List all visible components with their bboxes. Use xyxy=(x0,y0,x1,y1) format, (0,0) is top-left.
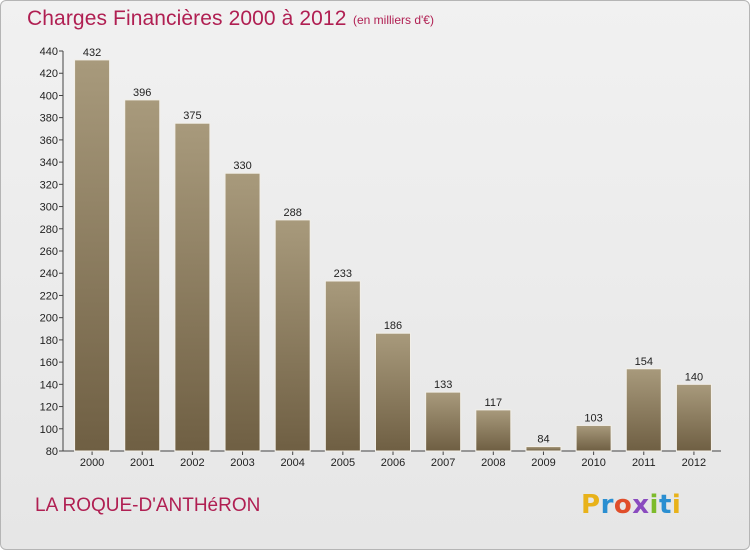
y-tick-label: 240 xyxy=(40,268,58,280)
bar xyxy=(525,446,562,452)
bar-value-label: 330 xyxy=(233,160,251,172)
y-tick-label: 260 xyxy=(40,246,58,258)
y-tick-label: 120 xyxy=(40,402,58,414)
x-tick-label: 2001 xyxy=(130,457,154,469)
y-tick-label: 100 xyxy=(40,424,58,436)
bar xyxy=(224,172,261,452)
y-tick-label: 180 xyxy=(40,335,58,347)
chart-title: Charges Financières 2000 à 2012 xyxy=(27,7,347,30)
y-tick-label: 440 xyxy=(40,46,58,58)
commune-name: LA ROQUE-D'ANTHéRON xyxy=(35,495,261,516)
x-tick-label: 2008 xyxy=(481,457,505,469)
logo-letter: i xyxy=(649,490,659,520)
logo-letter: x xyxy=(632,490,650,520)
y-tick-label: 300 xyxy=(40,202,58,214)
x-tick-label: 2003 xyxy=(230,457,254,469)
x-tick-label: 2004 xyxy=(280,457,304,469)
y-tick-label: 280 xyxy=(40,224,58,236)
bar-value-label: 186 xyxy=(384,320,402,332)
bar xyxy=(274,219,311,452)
bar-value-label: 117 xyxy=(485,397,503,409)
bar-value-label: 432 xyxy=(83,47,101,59)
bar xyxy=(375,332,411,452)
bar xyxy=(625,368,662,452)
bar-value-label: 154 xyxy=(635,356,653,368)
logo-letter: o xyxy=(613,490,633,520)
y-tick-label: 400 xyxy=(40,90,58,102)
bar xyxy=(74,59,111,452)
bar xyxy=(575,424,612,452)
y-tick-label: 200 xyxy=(40,313,58,325)
bar-value-label: 84 xyxy=(537,434,549,446)
bar-value-label: 133 xyxy=(434,379,452,391)
chart-subtitle: (en milliers d'€) xyxy=(353,13,434,27)
bar xyxy=(124,99,161,452)
proxiti-logo[interactable]: Proxiti xyxy=(581,490,681,520)
bar xyxy=(174,122,211,452)
bar xyxy=(324,280,361,452)
chart-labels: 432 2000 396 2001 375 2002 330 2003 288 2004 233 20… xyxy=(80,47,706,469)
x-tick-label: 2011 xyxy=(632,457,656,469)
x-tick-label: 2002 xyxy=(180,457,204,469)
y-tick-label: 340 xyxy=(40,157,58,169)
chart-bars xyxy=(74,59,712,452)
y-tick-label: 380 xyxy=(40,113,58,125)
y-tick-label: 140 xyxy=(40,379,58,391)
y-tick-label: 160 xyxy=(40,357,58,369)
bar xyxy=(675,383,712,452)
bar xyxy=(475,409,512,452)
x-tick-label: 2006 xyxy=(381,457,405,469)
bar-value-label: 140 xyxy=(685,371,703,383)
y-tick-label: 320 xyxy=(40,179,58,191)
logo-letter: t xyxy=(658,490,672,520)
bar-value-label: 396 xyxy=(133,87,151,99)
x-tick-label: 2010 xyxy=(581,457,605,469)
bar-value-label: 375 xyxy=(183,110,201,122)
bar xyxy=(425,391,462,452)
y-tick-label: 220 xyxy=(40,290,58,302)
x-tick-label: 2012 xyxy=(682,457,706,469)
x-tick-label: 2000 xyxy=(80,457,104,469)
y-tick-label: 80 xyxy=(46,446,58,458)
bar-value-label: 288 xyxy=(284,207,302,219)
logo-letter: i xyxy=(671,490,682,520)
logo-letter: r xyxy=(600,490,614,520)
logo-letter: P xyxy=(581,490,601,520)
y-tick-label: 420 xyxy=(40,68,58,80)
x-tick-label: 2007 xyxy=(431,457,455,469)
x-tick-label: 2005 xyxy=(331,457,355,469)
x-tick-label: 2009 xyxy=(531,457,555,469)
y-tick-label: 360 xyxy=(40,135,58,147)
bar-value-label: 233 xyxy=(334,268,352,280)
bar-value-label: 103 xyxy=(584,412,602,424)
